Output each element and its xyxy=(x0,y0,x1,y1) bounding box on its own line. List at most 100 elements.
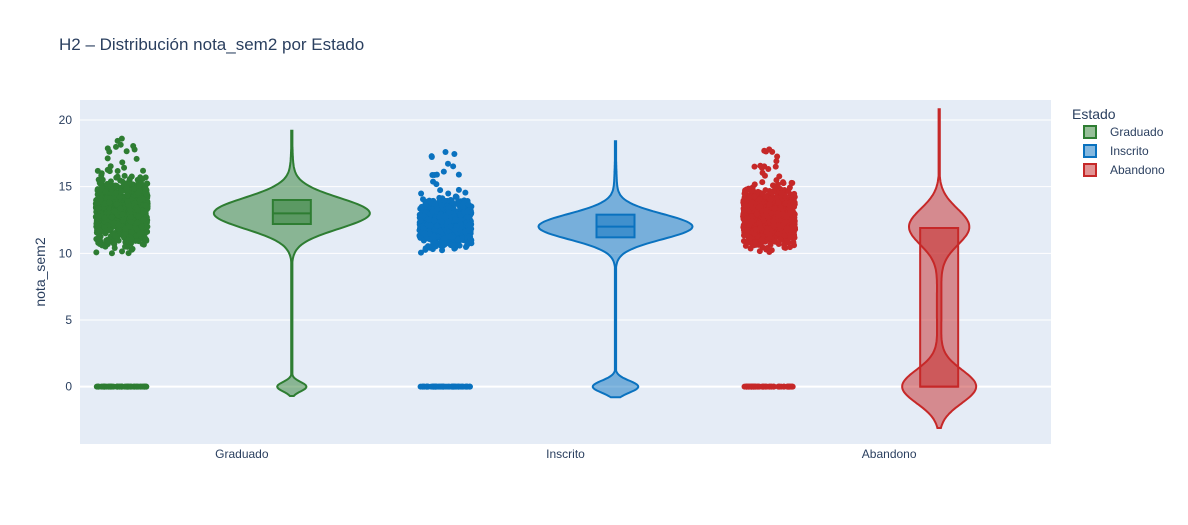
point xyxy=(757,224,764,231)
point xyxy=(124,192,131,199)
point xyxy=(134,219,141,226)
point xyxy=(446,209,453,216)
point xyxy=(131,185,138,192)
point xyxy=(759,383,766,390)
point xyxy=(786,244,793,251)
point xyxy=(445,218,452,225)
point xyxy=(786,184,793,191)
point xyxy=(775,383,782,390)
point xyxy=(98,185,105,192)
point xyxy=(130,143,137,150)
point xyxy=(775,199,782,206)
point xyxy=(456,217,463,224)
point xyxy=(124,180,131,187)
point xyxy=(449,242,456,249)
point xyxy=(115,222,122,229)
y-tick-label: 20 xyxy=(59,113,73,127)
point xyxy=(119,248,126,255)
point xyxy=(427,243,434,250)
trace-abandono xyxy=(740,108,978,429)
point xyxy=(439,243,446,250)
y-tick-label: 5 xyxy=(65,313,72,327)
point xyxy=(430,233,437,240)
point xyxy=(108,214,115,221)
point xyxy=(438,218,445,225)
point xyxy=(464,213,471,220)
point xyxy=(438,202,445,209)
point xyxy=(139,383,146,390)
point xyxy=(432,243,439,250)
point xyxy=(762,207,769,214)
point xyxy=(127,213,134,220)
point xyxy=(746,383,753,390)
point xyxy=(111,244,118,251)
point xyxy=(445,190,452,197)
point xyxy=(142,236,149,243)
point xyxy=(118,135,125,142)
point xyxy=(742,218,749,225)
point xyxy=(455,171,462,178)
point xyxy=(790,239,797,246)
point xyxy=(143,191,150,198)
point xyxy=(452,216,459,223)
point xyxy=(113,201,120,208)
legend-swatch[interactable] xyxy=(1083,163,1097,177)
point xyxy=(106,199,113,206)
point xyxy=(440,168,447,175)
legend-swatch[interactable] xyxy=(1083,144,1097,158)
point xyxy=(418,190,425,197)
point xyxy=(772,163,779,170)
y-axis-title: nota_sem2 xyxy=(32,237,48,306)
points-abandono xyxy=(740,146,799,390)
point xyxy=(122,225,129,232)
point xyxy=(437,228,444,235)
point xyxy=(105,383,112,390)
point xyxy=(112,143,119,150)
point xyxy=(124,198,131,205)
point xyxy=(432,383,439,390)
point xyxy=(139,176,146,183)
point xyxy=(743,230,750,237)
point xyxy=(133,383,140,390)
point xyxy=(142,202,149,209)
point xyxy=(446,204,453,211)
point xyxy=(119,159,126,166)
point xyxy=(455,383,462,390)
point xyxy=(93,249,100,256)
point xyxy=(426,216,433,223)
point xyxy=(770,222,777,229)
point xyxy=(427,222,434,229)
point xyxy=(455,236,462,243)
point xyxy=(749,199,756,206)
point xyxy=(118,188,125,195)
box-graduado xyxy=(271,199,312,225)
violin-graduado xyxy=(212,129,371,397)
trace-inscrito xyxy=(416,140,694,399)
chart-title: H2 – Distribución nota_sem2 por Estado xyxy=(59,35,364,54)
point xyxy=(465,222,472,229)
point xyxy=(105,238,112,245)
point xyxy=(119,211,126,218)
point xyxy=(745,185,752,192)
point xyxy=(762,193,769,200)
point xyxy=(106,148,113,155)
point xyxy=(143,180,150,187)
point xyxy=(767,241,774,248)
point xyxy=(123,185,130,192)
box-abandono xyxy=(919,227,960,388)
legend-swatch[interactable] xyxy=(1083,125,1097,139)
point xyxy=(127,383,134,390)
point xyxy=(755,203,762,210)
point xyxy=(748,218,755,225)
points-graduado xyxy=(92,135,151,390)
point xyxy=(772,184,779,191)
legend-label-graduado[interactable]: Graduado xyxy=(1110,125,1164,139)
legend-label-abandono[interactable]: Abandono xyxy=(1110,163,1165,177)
point xyxy=(127,206,134,213)
point xyxy=(98,172,105,179)
point xyxy=(97,196,104,203)
legend-label-inscrito[interactable]: Inscrito xyxy=(1110,144,1149,158)
point xyxy=(776,173,783,180)
point xyxy=(465,201,472,208)
